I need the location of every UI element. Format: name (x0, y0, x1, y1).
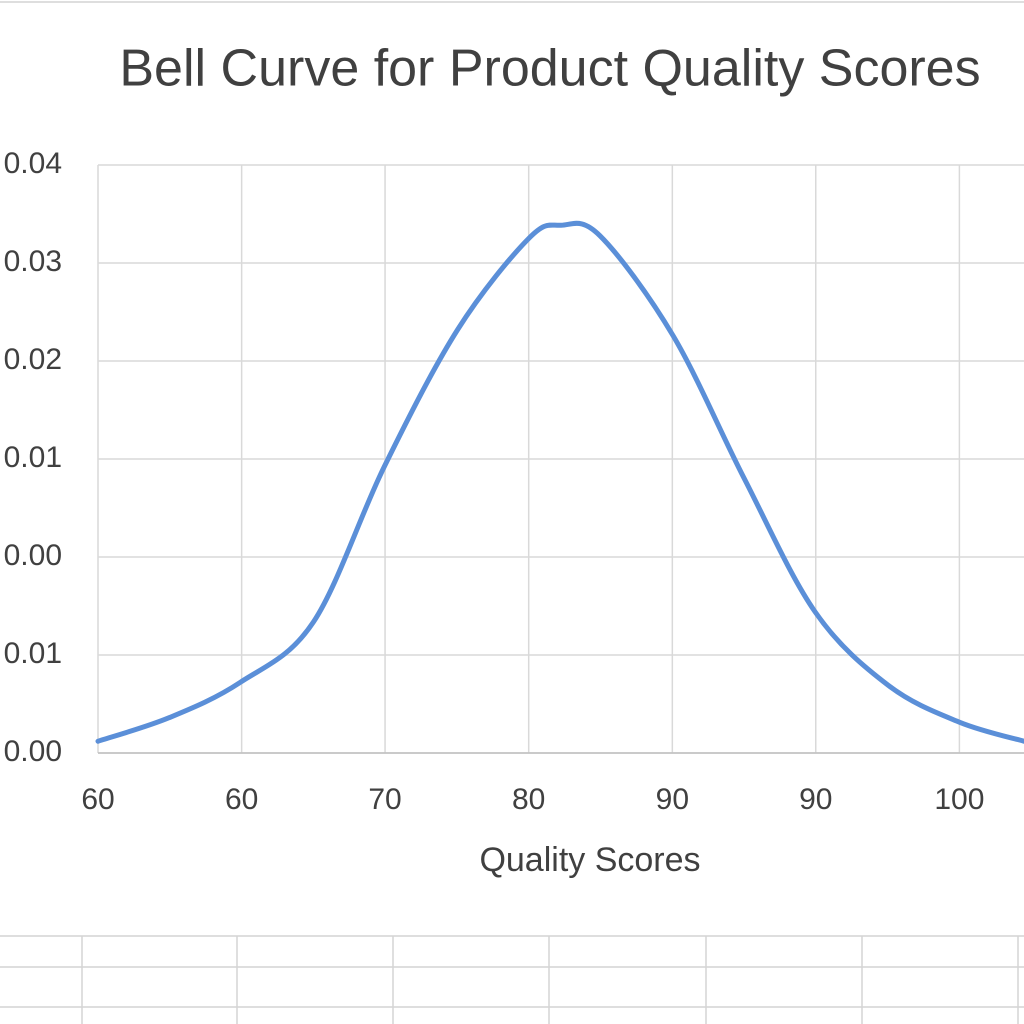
x-tick-label: 90 (799, 783, 832, 816)
y-tick-label: 0.00 (4, 735, 62, 768)
x-tick-label: 90 (656, 783, 689, 816)
y-tick-label: 0.03 (4, 245, 62, 278)
y-tick-label: 0.00 (4, 539, 62, 572)
chart-title: Bell Curve for Product Quality Scores (119, 40, 980, 98)
x-tick-label: 60 (225, 783, 258, 816)
x-tick-label: 80 (512, 783, 545, 816)
y-tick-label: 0.04 (4, 147, 62, 180)
y-tick-label: 0.02 (4, 343, 62, 376)
x-tick-label: 70 (368, 783, 401, 816)
y-tick-label: 0.01 (4, 637, 62, 670)
spreadsheet-cells (0, 935, 1024, 1024)
x-tick-label: 100 (934, 783, 984, 816)
line-series (95, 220, 1024, 744)
x-axis-label: Quality Scores (479, 841, 700, 879)
x-tick-label: 60 (81, 783, 114, 816)
y-tick-label: 0.01 (4, 441, 62, 474)
